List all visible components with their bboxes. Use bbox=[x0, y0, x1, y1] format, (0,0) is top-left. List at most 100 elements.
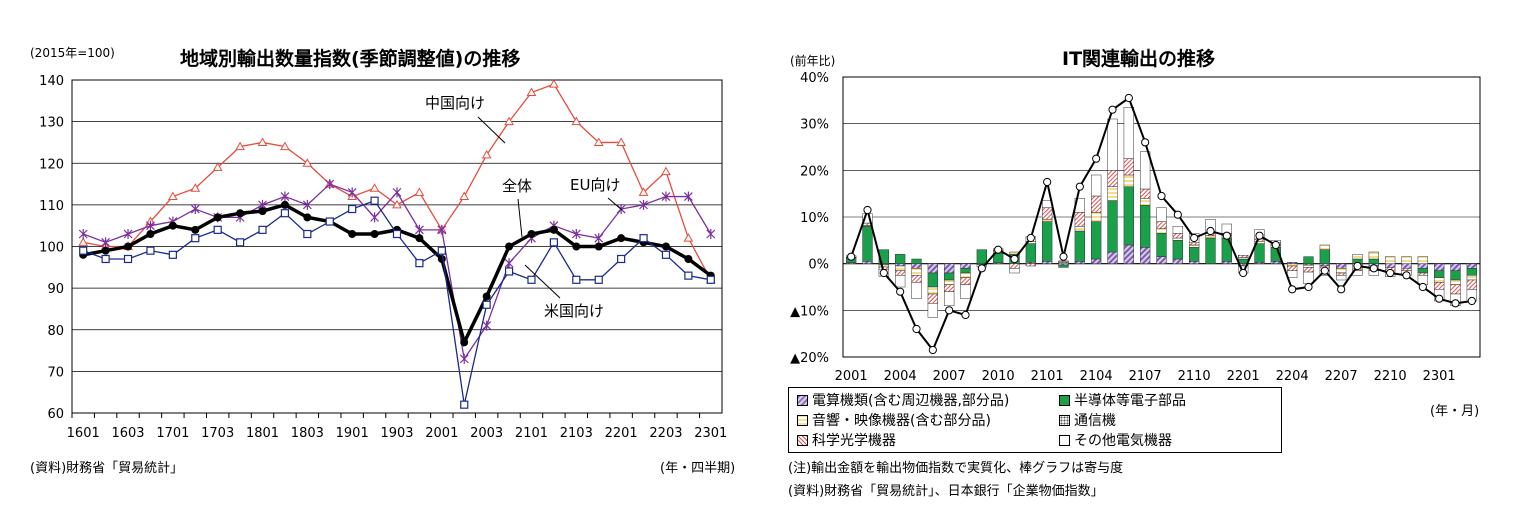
bar-segment bbox=[1140, 205, 1151, 248]
bar-segment bbox=[1450, 279, 1461, 285]
point-marker bbox=[78, 237, 89, 246]
point-marker bbox=[549, 79, 559, 88]
y-tick-label: 20% bbox=[800, 164, 829, 179]
bar-segment bbox=[1091, 174, 1102, 197]
x-tick-label: 2210 bbox=[1374, 369, 1407, 384]
bar-segment bbox=[1172, 258, 1183, 264]
bar-segment bbox=[911, 275, 922, 283]
line-point bbox=[928, 345, 937, 355]
bar-segment bbox=[911, 258, 922, 264]
x-tick-label: 2001 bbox=[425, 426, 458, 441]
bar-segment bbox=[1466, 275, 1477, 281]
bar-segment bbox=[1401, 268, 1412, 271]
point-marker bbox=[347, 187, 357, 198]
point-marker bbox=[191, 225, 200, 234]
bar-segment bbox=[1042, 261, 1053, 264]
legend-item-optical: 科学光学機器 bbox=[797, 430, 896, 450]
point-marker bbox=[706, 275, 715, 284]
bar-segment bbox=[1434, 282, 1445, 290]
bar-segment bbox=[1368, 251, 1379, 260]
bar-segment bbox=[1303, 264, 1314, 268]
bar-segment bbox=[1107, 186, 1118, 201]
bar-segment bbox=[1091, 221, 1102, 260]
bar-segment bbox=[1221, 261, 1232, 264]
point-marker bbox=[638, 187, 649, 196]
bar-segment bbox=[1287, 265, 1298, 271]
point-marker bbox=[706, 229, 716, 240]
point-marker bbox=[280, 191, 290, 202]
y-tick-label: 0% bbox=[808, 258, 829, 273]
bar-segment bbox=[1450, 263, 1461, 271]
line-point bbox=[1304, 282, 1313, 292]
bar-segment bbox=[1009, 263, 1020, 269]
right-chart-note: (注)輸出金額を輸出物価指数で実質化、棒グラフは寄与度 bbox=[788, 461, 1124, 476]
bar-segment bbox=[1140, 188, 1151, 199]
point-marker bbox=[302, 158, 313, 167]
point-marker bbox=[593, 137, 604, 146]
bar-segment bbox=[1189, 261, 1200, 264]
bar-segment bbox=[976, 249, 987, 264]
line-point bbox=[1043, 177, 1052, 187]
line-point bbox=[1206, 226, 1215, 236]
y-tick-label: 140 bbox=[39, 74, 64, 89]
line-point bbox=[847, 252, 856, 261]
point-marker bbox=[280, 141, 290, 151]
bar-segment bbox=[944, 284, 955, 292]
bar-segment bbox=[1287, 263, 1298, 267]
legend-item-av-equipment: 音響・映像機器(含む部分品) bbox=[797, 410, 991, 430]
line-point bbox=[1010, 254, 1019, 264]
y-tick-label: ▲20% bbox=[790, 351, 829, 366]
point-marker bbox=[124, 242, 133, 251]
line-point bbox=[1369, 264, 1378, 273]
x-tick-label: 1801 bbox=[246, 426, 279, 441]
x-tick-label: 2001 bbox=[835, 369, 868, 384]
point-marker bbox=[639, 234, 648, 243]
annotation-leader bbox=[517, 198, 523, 238]
y-tick-label: 130 bbox=[39, 116, 64, 131]
bar-segment bbox=[1434, 277, 1445, 283]
line-point bbox=[1108, 105, 1117, 114]
line-point bbox=[1451, 299, 1460, 308]
bar-segment bbox=[1140, 247, 1151, 264]
bar-segment bbox=[1466, 263, 1477, 269]
point-marker bbox=[661, 191, 671, 202]
bar-segment bbox=[1009, 268, 1020, 274]
bar-segment bbox=[1270, 261, 1281, 264]
line-point bbox=[945, 306, 954, 315]
x-tick-label: 2004 bbox=[884, 369, 917, 384]
bar-segment bbox=[927, 303, 938, 318]
line-point bbox=[1026, 233, 1035, 243]
right-chart-svg: ▲20% ▲10% 0% 10% 20% 30% 40% 2001 2004 2007 2010 21… bbox=[790, 71, 1481, 384]
bar-segment bbox=[1401, 263, 1412, 269]
legend-label-optical: 科学光学機器 bbox=[812, 433, 896, 449]
bar-segment bbox=[1091, 195, 1102, 213]
point-marker bbox=[437, 254, 446, 263]
point-marker bbox=[303, 229, 312, 239]
point-marker bbox=[414, 224, 424, 235]
legend-label-communication: 通信機 bbox=[1074, 413, 1116, 429]
bar-segment bbox=[1123, 244, 1134, 264]
point-marker bbox=[549, 238, 558, 247]
point-marker bbox=[79, 246, 88, 255]
bar-segment bbox=[1417, 268, 1428, 274]
point-marker bbox=[482, 300, 491, 309]
bar-segment bbox=[1107, 170, 1118, 187]
point-marker bbox=[392, 199, 402, 209]
bar-segment bbox=[1466, 279, 1477, 290]
bar-segment bbox=[1091, 258, 1102, 264]
point-marker bbox=[571, 229, 581, 240]
legend-item-semiconductors: 半導体等電子部品 bbox=[1059, 390, 1186, 410]
line-point bbox=[863, 205, 872, 215]
bar-segment bbox=[862, 226, 873, 262]
point-marker bbox=[437, 246, 446, 255]
point-marker bbox=[617, 234, 626, 243]
bar-segment bbox=[927, 263, 938, 274]
annotation-label: 中国向け bbox=[425, 94, 485, 112]
bar-segment bbox=[895, 254, 906, 264]
bar-segment bbox=[1303, 256, 1314, 264]
left-chart-xunit: (年・四半期) bbox=[660, 461, 736, 476]
line-point bbox=[1271, 240, 1280, 250]
legend-label-semiconductors: 半導体等電子部品 bbox=[1074, 393, 1186, 409]
point-marker bbox=[101, 237, 111, 248]
x-tick-label: 2207 bbox=[1325, 369, 1358, 384]
